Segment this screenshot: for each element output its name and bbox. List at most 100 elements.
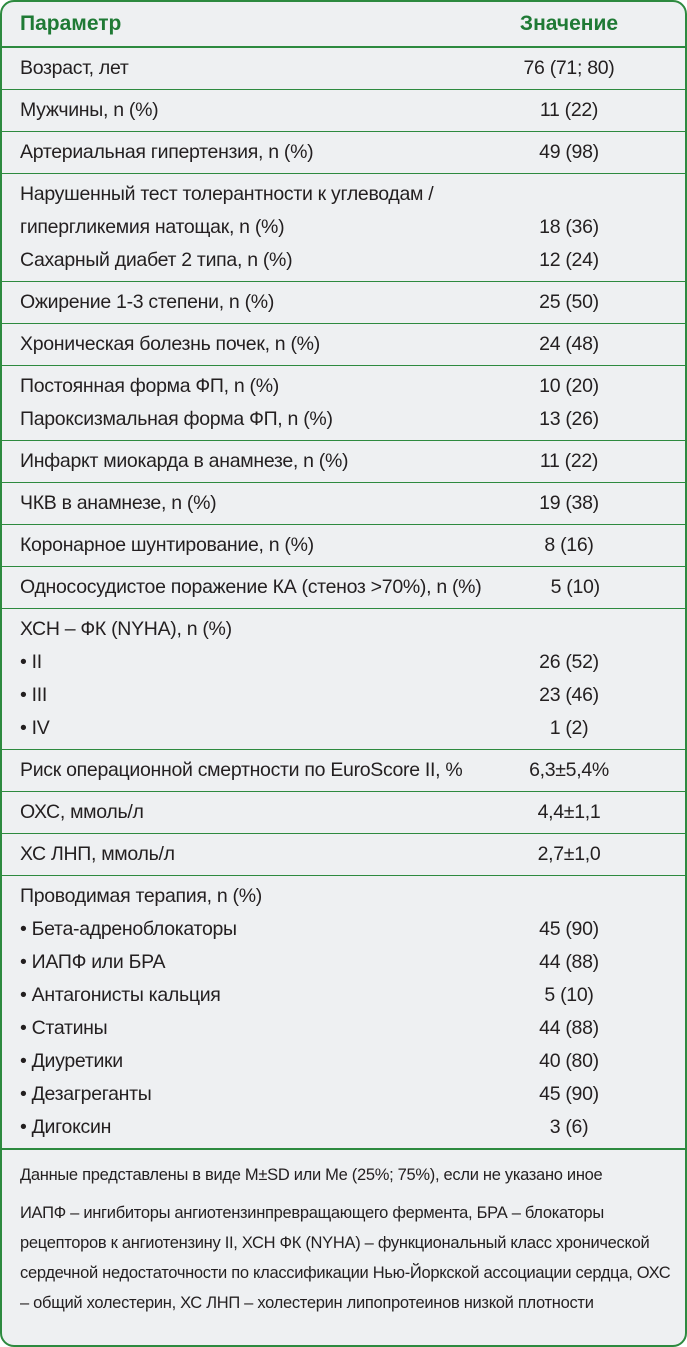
parameter-cell: Однососудистое поражение КА (стеноз >70%…	[20, 576, 482, 598]
parameter-cell: Возраст, лет	[20, 57, 129, 79]
value-cell: 44 (88)	[539, 951, 599, 973]
table-row: • IV 1 (2)	[2, 712, 685, 745]
table-row: Артериальная гипертензия, n (%) 49 (98)	[2, 136, 685, 169]
table-row: • Бета-адреноблокаторы 45 (90)	[2, 913, 685, 946]
parameter-cell: гипергликемия натощак, n (%)	[20, 216, 285, 238]
row-group: Однососудистое поражение КА (стеноз >70%…	[2, 567, 685, 609]
row-group: Артериальная гипертензия, n (%) 49 (98)	[2, 132, 685, 174]
parameter-cell: Инфаркт миокарда в анамнезе, n (%)	[20, 450, 349, 472]
value-cell: 76 (71; 80)	[523, 57, 615, 79]
value-cell: 5 (10)	[550, 576, 600, 598]
table-row: Постоянная форма ФП, n (%) 10 (20)	[2, 370, 685, 403]
value-cell: 19 (38)	[539, 492, 599, 514]
table-row: • Антагонисты кальция 5 (10)	[2, 979, 685, 1012]
parameter-cell: ХСН – ФК (NYHA), n (%)	[20, 618, 232, 640]
parameter-cell: Коронарное шунтирование, n (%)	[20, 534, 314, 556]
parameter-cell: • II	[20, 651, 42, 673]
column-header-parameter: Параметр	[20, 12, 122, 35]
parameter-cell: Постоянная форма ФП, n (%)	[20, 375, 279, 397]
value-cell: 44 (88)	[539, 1017, 599, 1039]
row-group: Коронарное шунтирование, n (%) 8 (16)	[2, 525, 685, 567]
table-header: Параметр Значение	[2, 2, 685, 48]
row-group: Постоянная форма ФП, n (%) 10 (20) Парокси…	[2, 366, 685, 441]
parameter-cell: Риск операционной смертности по EuroScor…	[20, 759, 463, 781]
note-data-format: Данные представлены в виде M±SD или Me (…	[20, 1166, 603, 1184]
value-cell: 10 (20)	[539, 375, 599, 397]
table-row: ЧКВ в анамнезе, n (%) 19 (38)	[2, 487, 685, 520]
value-cell: 45 (90)	[539, 1083, 599, 1105]
row-group: Инфаркт миокарда в анамнезе, n (%) 11 (22…	[2, 441, 685, 483]
row-group: Хроническая болезнь почек, n (%) 24 (48)	[2, 324, 685, 366]
value-cell: 45 (90)	[539, 918, 599, 940]
table-row: • Диуретики 40 (80)	[2, 1045, 685, 1078]
table-row: Коронарное шунтирование, n (%) 8 (16)	[2, 529, 685, 562]
parameter-cell: • IV	[20, 717, 50, 739]
parameter-cell: Нарушенный тест толерантности к углевода…	[20, 183, 434, 205]
parameter-cell: • Бета-адреноблокаторы	[20, 918, 237, 940]
value-cell: 18 (36)	[539, 216, 599, 238]
table-row: Риск операционной смертности по EuroScor…	[2, 754, 685, 787]
row-group: Проводимая терапия, n (%) • Бета-адренобл…	[2, 876, 685, 1150]
parameter-cell: • III	[20, 684, 47, 706]
note-abbreviations: ИАПФ – ингибиторы ангиотензинпревращающе…	[20, 1204, 671, 1312]
table-row: • Дигоксин 3 (6)	[2, 1111, 685, 1144]
value-cell: 6,3±5,4%	[529, 759, 609, 781]
table-row: Проводимая терапия, n (%)	[2, 880, 685, 913]
table-row: • Статины 44 (88)	[2, 1012, 685, 1045]
parameter-cell: ЧКВ в анамнезе, n (%)	[20, 492, 217, 514]
row-group: ОХС, ммоль/л 4,4±1,1	[2, 792, 685, 834]
table-row: • III 23 (46)	[2, 679, 685, 712]
row-group: Возраст, лет 76 (71; 80)	[2, 48, 685, 90]
table-row: Пароксизмальная форма ФП, n (%) 13 (26)	[2, 403, 685, 436]
table-row: Мужчины, n (%) 11 (22)	[2, 94, 685, 127]
table-body: Возраст, лет 76 (71; 80) Мужчины, n (%) 11 …	[2, 48, 685, 1150]
parameter-cell: Сахарный диабет 2 типа, n (%)	[20, 249, 293, 271]
parameter-cell: ОХС, ммоль/л	[20, 801, 144, 823]
table-row: Сахарный диабет 2 типа, n (%) 12 (24)	[2, 244, 685, 277]
row-group: Риск операционной смертности по EuroScor…	[2, 750, 685, 792]
row-group: Нарушенный тест толерантности к углевода…	[2, 174, 685, 282]
table-row: ОХС, ммоль/л 4,4±1,1	[2, 796, 685, 829]
value-cell: 2,7±1,0	[537, 843, 601, 865]
table-notes: Данные представлены в виде M±SD или Me (…	[2, 1150, 685, 1318]
row-group: Ожирение 1-3 степени, n (%) 25 (50)	[2, 282, 685, 324]
table-row: Возраст, лет 76 (71; 80)	[2, 52, 685, 85]
value-cell: 13 (26)	[539, 408, 599, 430]
value-cell: 5 (10)	[544, 984, 594, 1006]
table-row: гипергликемия натощак, n (%) 18 (36)	[2, 211, 685, 244]
row-group: Мужчины, n (%) 11 (22)	[2, 90, 685, 132]
parameter-cell: Ожирение 1-3 степени, n (%)	[20, 291, 275, 313]
table-row: • Дезагреганты 45 (90)	[2, 1078, 685, 1111]
value-cell: 23 (46)	[539, 684, 599, 706]
parameter-cell: • Дигоксин	[20, 1116, 112, 1138]
parameter-cell: ХС ЛНП, ммоль/л	[20, 843, 175, 865]
value-cell: 3 (6)	[549, 1116, 589, 1138]
parameter-cell: • Диуретики	[20, 1050, 123, 1072]
value-cell: 24 (48)	[539, 333, 599, 355]
table-row: Хроническая болезнь почек, n (%) 24 (48)	[2, 328, 685, 361]
table-row: • II 26 (52)	[2, 646, 685, 679]
parameter-cell: • Дезагреганты	[20, 1083, 152, 1105]
table-row: ХС ЛНП, ммоль/л 2,7±1,0	[2, 838, 685, 871]
parameter-cell: Пароксизмальная форма ФП, n (%)	[20, 408, 333, 430]
table-row: Инфаркт миокарда в анамнезе, n (%) 11 (22…	[2, 445, 685, 478]
parameter-cell: Мужчины, n (%)	[20, 99, 159, 121]
parameter-cell: Артериальная гипертензия, n (%)	[20, 141, 314, 163]
value-cell: 11 (22)	[539, 450, 599, 472]
value-cell: 40 (80)	[539, 1050, 599, 1072]
value-cell: 8 (16)	[544, 534, 594, 556]
table-row: Нарушенный тест толерантности к углевода…	[2, 178, 685, 211]
value-cell: 12 (24)	[539, 249, 599, 271]
row-group: ХС ЛНП, ммоль/л 2,7±1,0	[2, 834, 685, 876]
value-cell: 49 (98)	[539, 141, 599, 163]
table-row: Однососудистое поражение КА (стеноз >70%…	[2, 571, 685, 604]
parameter-cell: • ИАПФ или БРА	[20, 951, 166, 973]
table-row: ХСН – ФК (NYHA), n (%)	[2, 613, 685, 646]
row-group: ЧКВ в анамнезе, n (%) 19 (38)	[2, 483, 685, 525]
parameter-cell: • Антагонисты кальция	[20, 984, 221, 1006]
column-header-value: Значение	[519, 12, 619, 35]
value-cell: 26 (52)	[539, 651, 599, 673]
parameter-cell: Хроническая болезнь почек, n (%)	[20, 333, 320, 355]
table-row: Ожирение 1-3 степени, n (%) 25 (50)	[2, 286, 685, 319]
